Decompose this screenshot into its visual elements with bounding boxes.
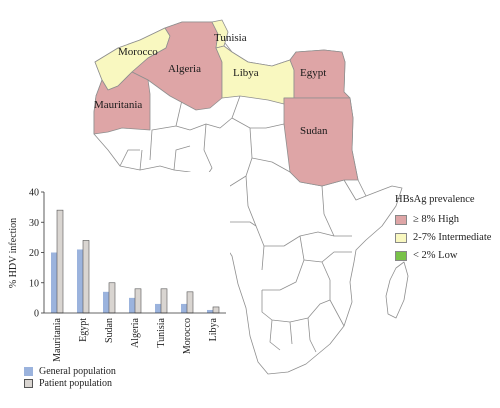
africa-map [93, 19, 409, 375]
legend-swatch-patient [24, 378, 33, 388]
hdv-bar-chart: 0 10 20 30 40 Mauritania Egypt Sudan Algeria Tun… [2, 172, 230, 368]
country-labels: Morocco Algeria Tunisia Libya Egypt Maur… [94, 32, 328, 137]
x-tick-label-egypt: Egypt [78, 318, 89, 342]
x-tick-label-sudan: Sudan [104, 318, 115, 343]
legend-item-high: ≥ 8% High [395, 212, 499, 227]
y-tick-label-30: 30 [29, 218, 39, 229]
madagascar [385, 261, 409, 319]
bar-general-population-sudan [103, 291, 109, 313]
country-label-libya: Libya [233, 67, 259, 79]
x-tick-label-morocco: Morocco [182, 318, 193, 354]
bar-patient-population-mauritania [56, 209, 64, 314]
bar-patient-population-morocco [186, 291, 194, 314]
bar-general-population-tunisia [155, 303, 161, 313]
legend-label-patient: Patient population [39, 377, 113, 389]
bar-patient-population-tunisia [160, 288, 168, 314]
population-legend: General population Patient population [24, 365, 194, 389]
legend-swatch-general [24, 366, 33, 376]
legend-swatch-high [395, 214, 407, 225]
legend-label-general: General population [39, 365, 116, 377]
bar-general-population-mauritania [51, 252, 57, 313]
x-tick-label-tunisia: Tunisia [156, 317, 167, 347]
country-label-morocco: Morocco [118, 46, 158, 58]
bar-general-population-egypt [77, 249, 83, 313]
chart-backdrop [2, 172, 230, 368]
x-tick-label-algeria: Algeria [130, 317, 141, 348]
bar-patient-population-sudan [108, 282, 116, 314]
y-axis-title: % HDV infection [8, 218, 19, 288]
legend-item-patient: Patient population [24, 377, 194, 389]
country-label-sudan: Sudan [300, 125, 328, 137]
legend-swatch-low [395, 250, 407, 261]
y-tick-label-40: 40 [29, 188, 39, 199]
country-label-mauritania: Mauritania [94, 99, 142, 111]
legend-item-low: < 2% Low [395, 248, 499, 263]
country-label-tunisia: Tunisia [214, 32, 247, 44]
y-tick-label-20: 20 [29, 248, 39, 259]
bar-general-population-libya [207, 309, 213, 313]
country-label-algeria: Algeria [168, 63, 201, 75]
legend-item-intermediate: 2-7% Intermediate [395, 230, 499, 245]
bar-general-population-morocco [181, 303, 187, 313]
x-axis: Mauritania Egypt Sudan Algeria Tunisia Morocc… [44, 312, 226, 362]
bar-general-population-algeria [129, 297, 135, 313]
x-tick-label-mauritania: Mauritania [52, 317, 63, 361]
prevalence-legend: HBsAg prevalence ≥ 8% High 2-7% Intermed… [395, 194, 499, 266]
legend-label-intermediate: 2-7% Intermediate [413, 232, 492, 243]
x-tick-label-libya: Libya [208, 317, 219, 341]
legend-item-general: General population [24, 365, 194, 377]
y-tick-label-10: 10 [29, 278, 39, 289]
legend-label-high: ≥ 8% High [413, 214, 460, 225]
bar-patient-population-algeria [134, 288, 142, 314]
bar-patient-population-libya [212, 306, 220, 314]
country-shape-mauritania [93, 71, 151, 135]
country-shape-sudan [283, 97, 359, 187]
legend-swatch-intermediate [395, 232, 407, 243]
country-shape-egypt [289, 49, 351, 99]
y-axis: 0 10 20 30 40 [29, 188, 45, 320]
chart-bars [51, 209, 220, 314]
prevalence-legend-title: HBsAg prevalence [395, 194, 475, 205]
bar-patient-population-egypt [82, 240, 90, 314]
legend-label-low: < 2% Low [413, 250, 458, 261]
country-label-egypt: Egypt [300, 67, 326, 79]
y-tick-label-0: 0 [34, 309, 39, 320]
